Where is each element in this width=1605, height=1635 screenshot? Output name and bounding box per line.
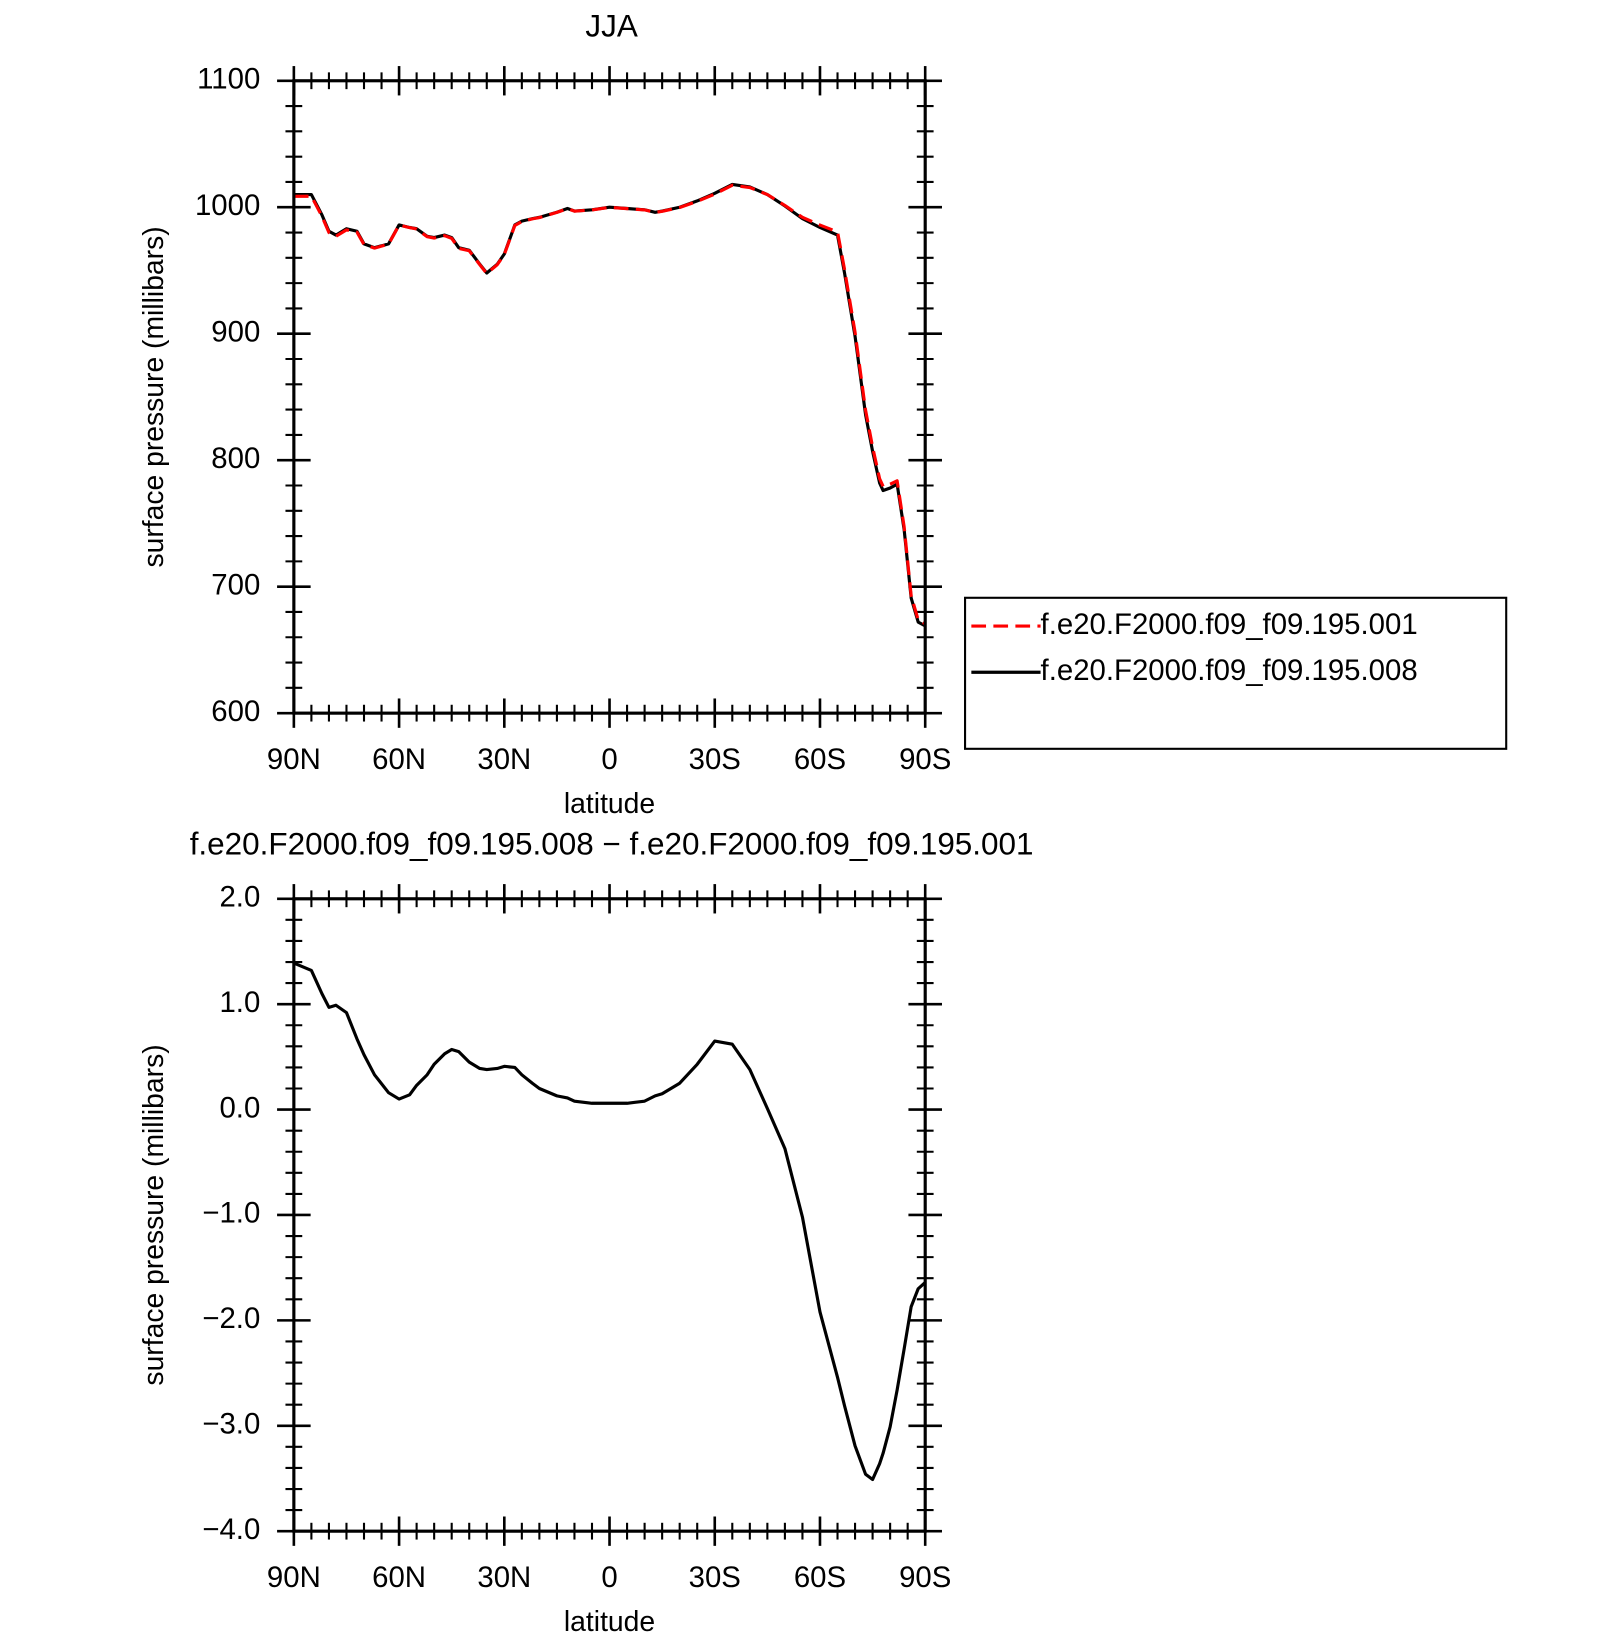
y-axis-label: surface pressure (millibars) [137, 1044, 169, 1385]
x-axis-label: latitude [564, 1605, 655, 1635]
x-tick-label: 90S [899, 1561, 951, 1594]
plot-frame [292, 897, 927, 1533]
x-tick-label: 60S [794, 1561, 846, 1594]
y-tick-label: 1.0 [219, 986, 260, 1019]
y-tick-label: 0.0 [219, 1091, 260, 1124]
plot-frame [292, 79, 927, 715]
legend-label: f.e20.F2000.f09_f09.195.001 [1041, 608, 1418, 641]
data-line [293, 182, 926, 628]
y-tick-label: 2.0 [219, 881, 260, 914]
y-tick-label: 800 [211, 442, 260, 475]
data-line [293, 183, 926, 626]
x-tick-label: 0 [601, 743, 617, 776]
x-tick-label: 30N [477, 1561, 531, 1594]
y-tick-label: 600 [211, 695, 260, 728]
y-axis-label: surface pressure (millibars) [137, 226, 169, 567]
x-tick-label: 30S [689, 743, 741, 776]
y-tick-label: 700 [211, 568, 260, 601]
y-tick-label: 1000 [195, 189, 260, 222]
chart-title: JJA [585, 9, 637, 44]
x-tick-label: 90N [267, 1561, 321, 1594]
x-axis-label: latitude [564, 787, 655, 819]
y-tick-label: −3.0 [202, 1408, 260, 1441]
x-tick-label: 60S [794, 743, 846, 776]
x-tick-label: 90S [899, 743, 951, 776]
x-tick-label: 30S [689, 1561, 741, 1594]
legend-label: f.e20.F2000.f09_f09.195.008 [1041, 654, 1418, 687]
legend-box [964, 596, 1508, 750]
x-tick-label: 90N [267, 743, 321, 776]
x-tick-label: 0 [601, 1561, 617, 1594]
y-tick-label: 1100 [197, 63, 260, 96]
y-tick-label: −4.0 [202, 1513, 260, 1546]
y-tick-label: 900 [211, 315, 260, 348]
y-tick-label: −1.0 [202, 1197, 260, 1230]
y-tick-label: −2.0 [202, 1302, 260, 1335]
data-line [293, 961, 927, 1482]
chart-title: f.e20.F2000.f09_f09.195.008 − f.e20.F200… [190, 827, 1034, 862]
x-tick-label: 60N [372, 743, 426, 776]
x-tick-label: 60N [372, 1561, 426, 1594]
x-tick-label: 30N [477, 743, 531, 776]
